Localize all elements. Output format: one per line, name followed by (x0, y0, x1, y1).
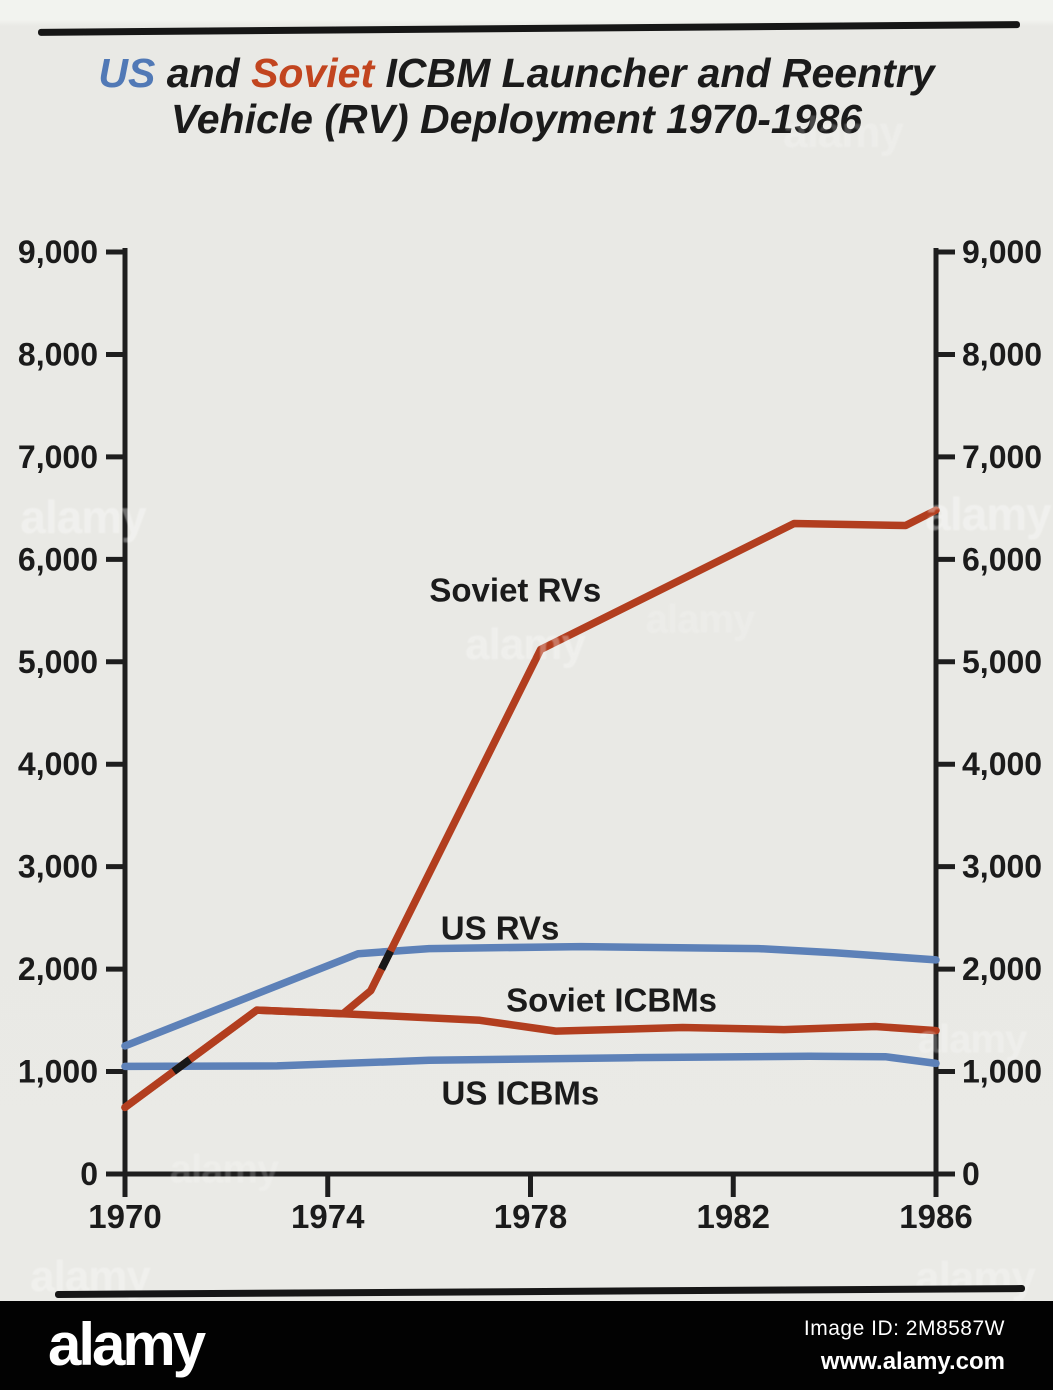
series-line-us-rvs (121, 942, 940, 1050)
y-tick-label-left: 3,000 (18, 849, 98, 885)
series-label-us-icbms: US ICBMs (442, 1075, 600, 1112)
footer-info: Image ID: 2M8587W www.alamy.com (804, 1317, 1005, 1376)
alamy-footer-bar: alamy Image ID: 2M8587W www.alamy.com (0, 1301, 1053, 1390)
y-tick-label-right: 4,000 (962, 746, 1042, 782)
image-id-text: Image ID: 2M8587W (803, 1317, 1005, 1340)
y-tick-label-left: 1,000 (18, 1054, 98, 1090)
y-tick-label-right: 2,000 (962, 951, 1042, 987)
y-tick-label-right: 0 (962, 1156, 980, 1192)
series-label-soviet-icbms: Soviet ICBMs (506, 981, 717, 1018)
x-tick-label: 1982 (697, 1198, 770, 1235)
overprint-artifact (378, 949, 394, 971)
y-tick-label-left: 6,000 (18, 541, 98, 577)
y-tick-label-left: 0 (80, 1156, 98, 1192)
x-tick-label: 1974 (291, 1198, 365, 1235)
y-tick-label-right: 1,000 (962, 1054, 1042, 1090)
y-tick-label-left: 7,000 (18, 439, 98, 475)
chart-title-line2: Vehicle (RV) Deployment 1970-1986 (170, 96, 863, 142)
series-line-soviet-rvs (121, 506, 940, 1112)
y-tick-label-right: 9,000 (962, 234, 1042, 270)
x-tick-label: 1978 (494, 1198, 567, 1235)
series-line-us-icbms (121, 1052, 940, 1071)
title-rest-text: ICBM Launcher and Reentry (374, 50, 935, 96)
x-tick-label: 1970 (88, 1198, 161, 1235)
y-tick-label-right: 7,000 (962, 439, 1042, 475)
series-label-soviet-rvs: Soviet RVs (429, 572, 601, 609)
y-tick-label-left: 8,000 (18, 336, 98, 372)
title-us-text: US (98, 50, 156, 96)
alamy-logo: alamy (48, 1311, 206, 1378)
x-tick-label: 1986 (899, 1198, 972, 1235)
y-tick-label-right: 5,000 (962, 644, 1042, 680)
overprint-artifact (171, 1056, 193, 1075)
y-tick-label-left: 9,000 (18, 234, 98, 270)
series-label-us-rvs: US RVs (441, 910, 560, 947)
y-tick-label-left: 5,000 (18, 644, 98, 680)
chart-title-line1: US and Soviet ICBM Launcher and Reentry (0, 50, 1033, 96)
y-tick-label-right: 6,000 (962, 541, 1042, 577)
title-and-text: and (155, 50, 252, 96)
alamy-url-text: www.alamy.com (820, 1348, 1005, 1375)
y-tick-label-left: 4,000 (18, 746, 98, 782)
y-tick-label-left: 2,000 (18, 951, 98, 987)
title-soviet-text: Soviet (251, 50, 375, 96)
chart-title: US and Soviet ICBM Launcher and Reentry … (0, 50, 1033, 142)
y-tick-label-right: 3,000 (962, 849, 1042, 885)
y-tick-label-right: 8,000 (962, 336, 1042, 372)
